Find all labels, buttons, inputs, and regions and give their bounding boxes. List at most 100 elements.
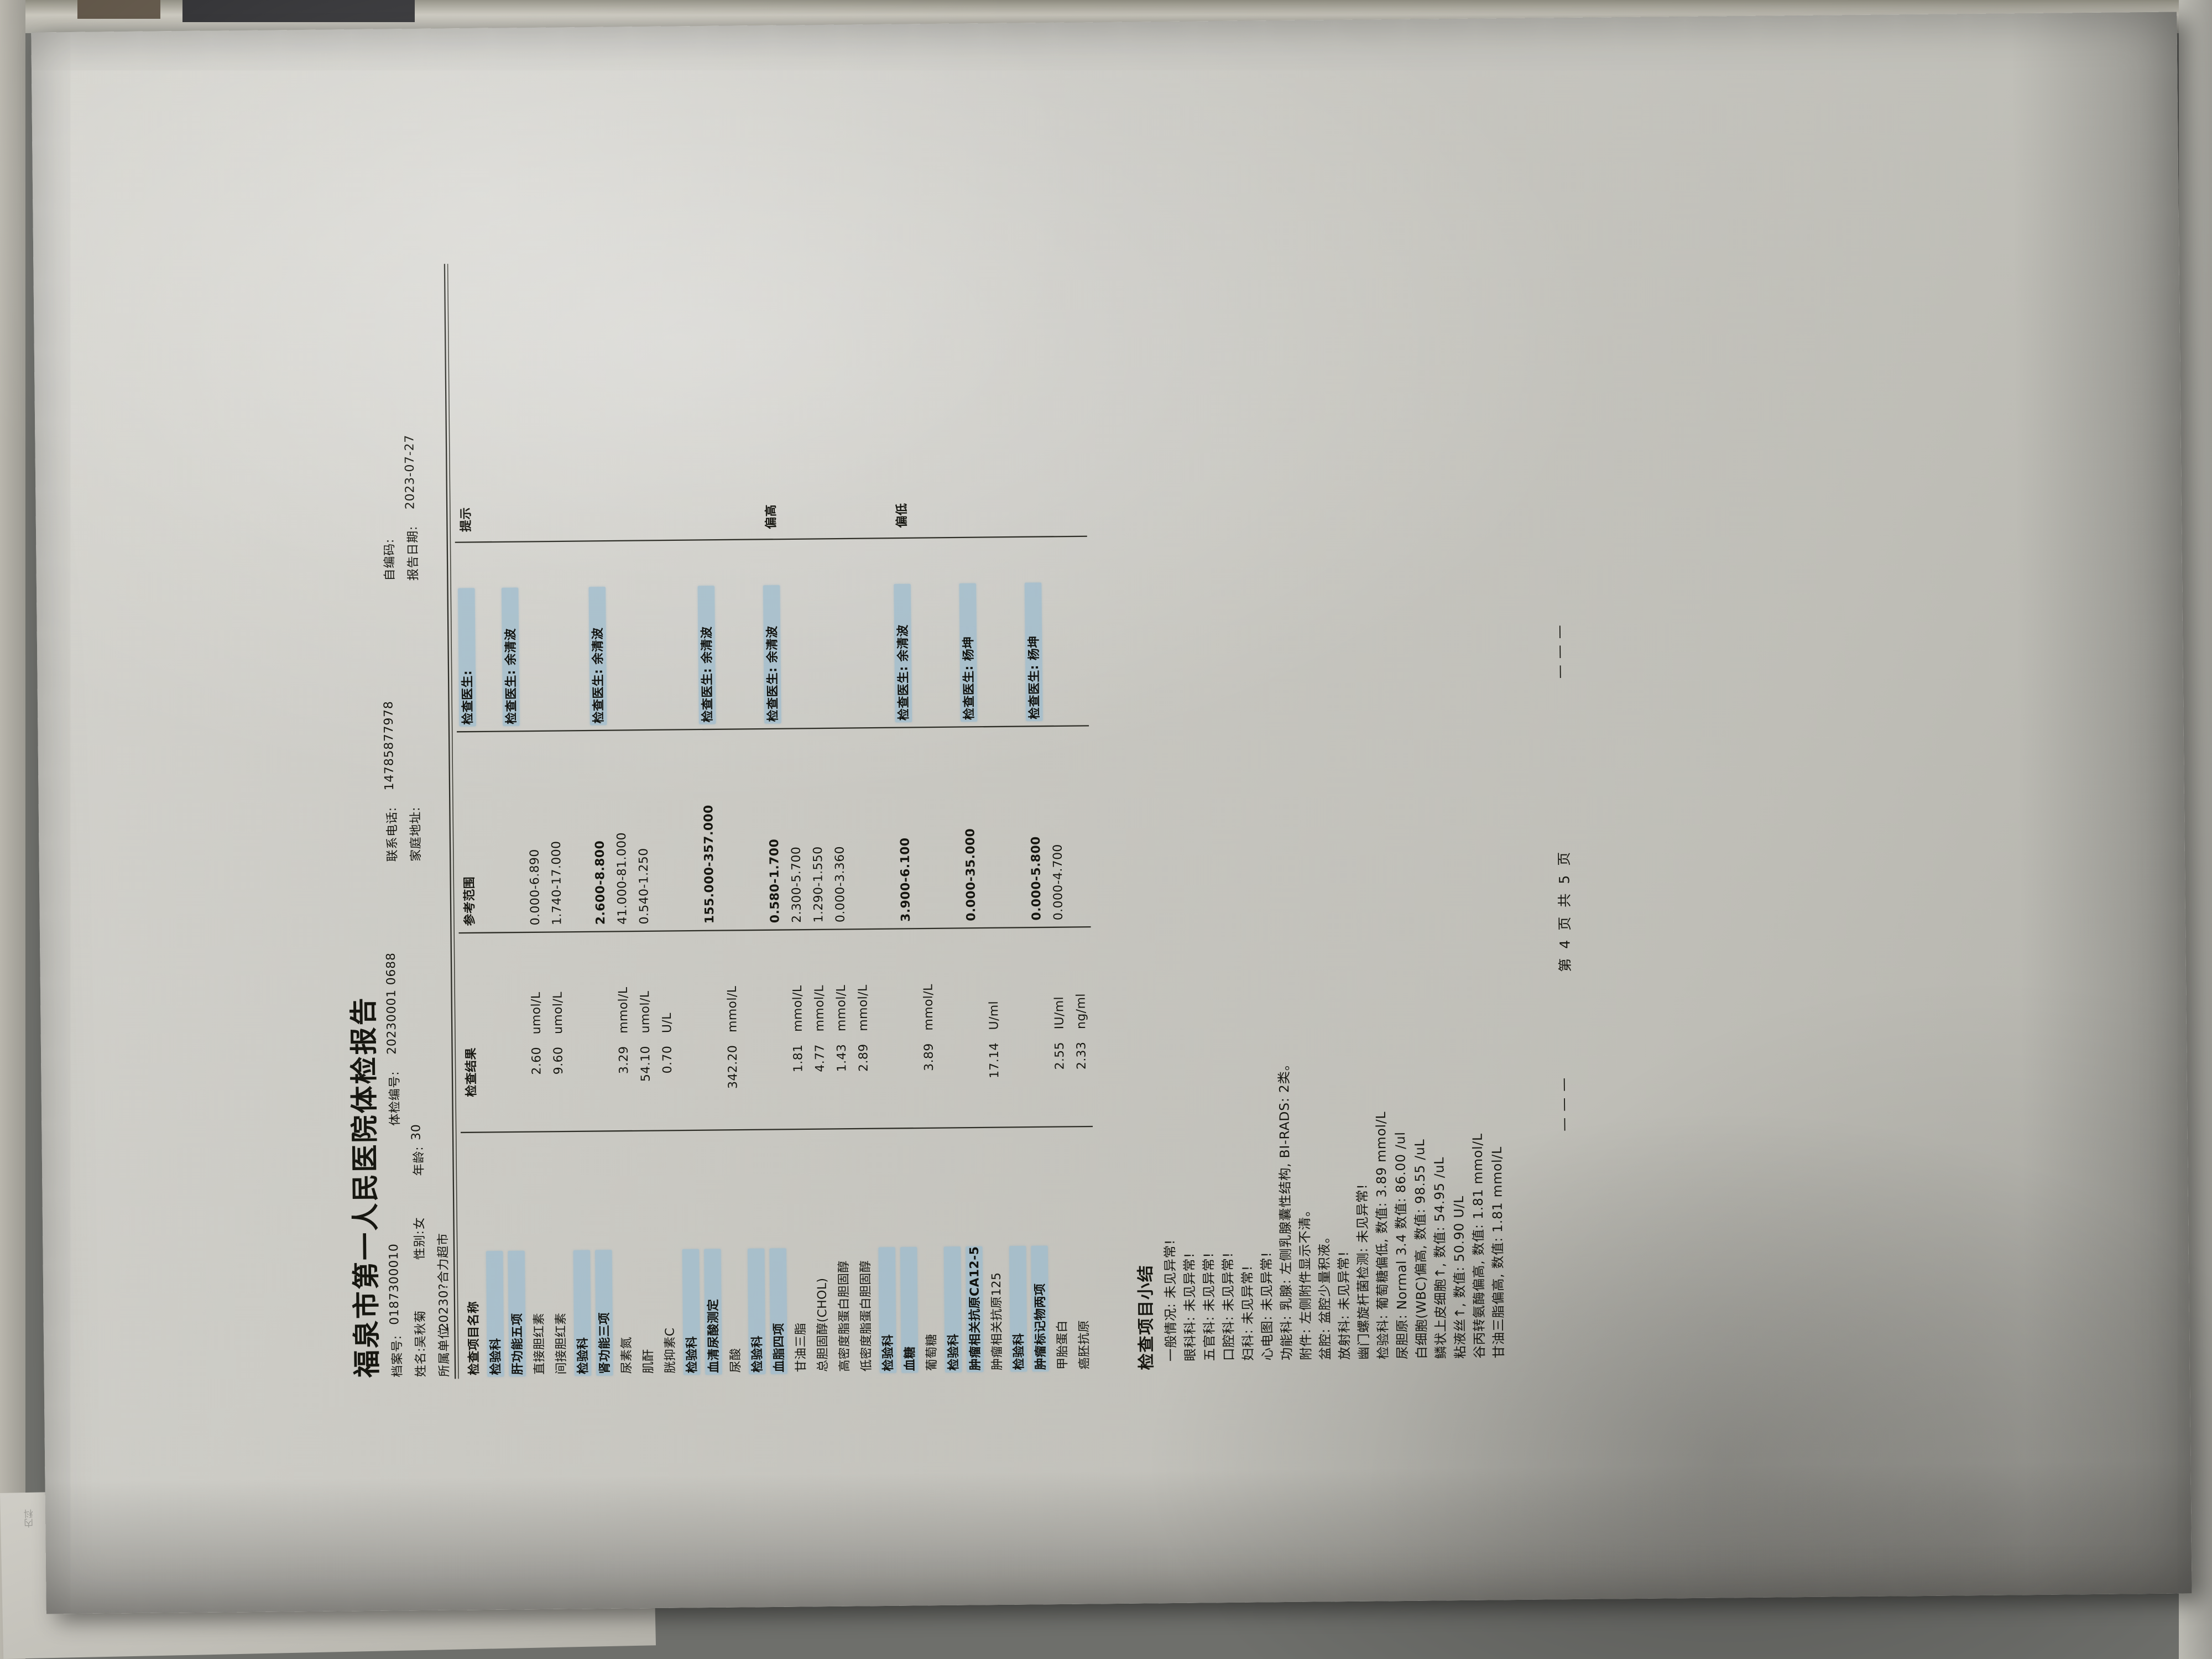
cell-result: [1026, 1042, 1027, 1122]
age-value: 30: [408, 1124, 423, 1141]
summary-line: 妇科: 未见异常!: [1240, 1265, 1256, 1361]
cell-reference: 155.000-357.000: [701, 805, 717, 924]
cell-reference: 0.540-1.250: [636, 848, 651, 925]
highlighter-section-name: [943, 1246, 962, 1373]
highlighter-section-name: [878, 1247, 896, 1373]
cell-result: 1.43: [834, 1044, 849, 1072]
highlighter-section-name: [1009, 1246, 1027, 1372]
cell-reference: 3.900-6.100: [898, 837, 913, 922]
cell-result: [743, 1045, 744, 1125]
contact-value: 14785877978: [381, 701, 397, 791]
cell-flag: 偏高: [763, 504, 778, 529]
highlighter-section-name: [573, 1250, 592, 1376]
summary-line: 检验科: 葡萄糖偏低, 数值: 3.89 mmol/L: [1373, 1111, 1391, 1360]
cell-item-name: 尿酸: [728, 1348, 743, 1373]
desk-shadow-band: [182, 0, 415, 22]
highlighter-section-name: [486, 1251, 504, 1377]
cell-unit: [459, 947, 460, 1035]
cell-item-name: 肿瘤相关抗原125: [989, 1272, 1004, 1371]
cell-unit: ng/ml: [1073, 993, 1088, 1030]
cell-result: 17.14: [987, 1042, 1001, 1079]
summary-line: 白细胞(WBC)偏高, 数值: 98.55 /uL: [1412, 1139, 1430, 1359]
footer-dashes-left: — — —: [1555, 1077, 1572, 1131]
summary-line: 尿胆原: Normal 3.4 数值: 86.00 /ul: [1392, 1131, 1411, 1360]
cell-result: 9.60: [551, 1046, 566, 1075]
highlighter-doctor: [959, 583, 978, 722]
highlighter-section-name: [704, 1249, 722, 1375]
cell-result: [961, 1043, 962, 1123]
cell-item-name: 间接胆红素: [553, 1312, 568, 1375]
report-date-label: 报告日期:: [405, 525, 420, 581]
summary-line: 盆腔: 盆腔少量积液。: [1317, 1229, 1333, 1360]
highlighter-section-name: [966, 1246, 984, 1373]
highlighter-section-name: [1031, 1245, 1049, 1372]
cell-reference: 0.000-6.890: [527, 849, 542, 926]
cell-item-name: 总胆固醇(CHOL): [815, 1277, 830, 1373]
cell-item-name: 肌酐: [640, 1349, 656, 1374]
cell-item-name: 甘油三脂: [793, 1322, 808, 1373]
cell-reference: 0.000-5.800: [1028, 836, 1044, 921]
summary-line: 眼科科: 未见异常!: [1182, 1252, 1198, 1361]
highlighter-section-name: [900, 1246, 919, 1373]
ghost-text-1: 内科: [24, 1509, 36, 1528]
summary-line: 口腔科: 未见异常!: [1220, 1251, 1237, 1361]
summary-line: 五官科: 未见异常!: [1201, 1252, 1218, 1361]
gender-label: 性别:: [412, 1230, 427, 1260]
cell-unit: umol/L: [637, 990, 653, 1034]
cell-reference: 0.580-1.700: [766, 838, 782, 924]
cell-unit: umol/L: [550, 992, 565, 1035]
file-no-label: 档案号:: [389, 1335, 405, 1378]
highlighter-doctor: [501, 587, 520, 727]
highlighter-doctor: [1024, 582, 1043, 721]
cell-unit: mmol/L: [615, 987, 630, 1034]
summary-line: 放射科: 未见异常!: [1336, 1250, 1353, 1360]
summary-line: 幽门螺旋杆菌检测: 未见异常!: [1355, 1183, 1372, 1360]
body-check-no-label: 体检编号:: [387, 1071, 402, 1126]
desk-object: [77, 0, 160, 19]
cell-result: 3.29: [616, 1046, 631, 1074]
age-label: 年龄:: [411, 1146, 426, 1176]
cell-item-name: 低密度脂蛋白胆固醇: [858, 1260, 874, 1372]
summary-line: 心电图: 未见异常!: [1259, 1251, 1276, 1361]
cell-result: 0.70: [660, 1045, 675, 1074]
cell-unit: mmol/L: [790, 985, 805, 1032]
highlighter-section-name: [769, 1248, 787, 1374]
cell-reference: 2.600-8.800: [592, 840, 608, 925]
footer-page-number: 第 4 页 共 5 页: [1556, 849, 1574, 972]
cell-item-name: 直接胆红素: [531, 1312, 547, 1375]
cell-item-name: 葡萄糖: [924, 1333, 939, 1371]
results-table: 检查项目名称检查结果参考范围检查医生:提示检验科肝功能五项检查医生: 余清波直接…: [452, 255, 1095, 1379]
cell-item-name: 尿素氮: [619, 1337, 634, 1374]
cell-result: 1.81: [790, 1044, 805, 1073]
cell-item-name: 胱抑素C: [662, 1327, 677, 1374]
cell-item-name: 甲胎蛋白: [1055, 1320, 1070, 1370]
report-page: 福泉市第一人民医院体检报告 档案号: 0187300010 体检编号: 2023…: [31, 12, 2192, 1614]
cell-result: 2.60: [529, 1046, 544, 1075]
highlighter-section-name: [508, 1250, 526, 1377]
summary-line: 谷丙转氨酶偏高, 数值: 1.81 mmol/L: [1470, 1133, 1488, 1359]
cell-reference: 1.740-17.000: [549, 841, 564, 926]
gender-value: 女: [412, 1217, 427, 1230]
highlighter-doctor: [588, 587, 607, 726]
cell-result: 2.33: [1073, 1041, 1089, 1070]
cell-unit: mmol/L: [855, 984, 870, 1031]
cell-unit: mmol/L: [724, 985, 739, 1033]
highlighter-doctor: [697, 586, 716, 724]
summary-title: 检查项目小结: [1136, 1264, 1156, 1370]
cell-unit: mmol/L: [833, 984, 848, 1032]
cell-result: [503, 1047, 504, 1127]
report-content: 福泉市第一人民医院体检报告 档案号: 0187300010 体检编号: 2023…: [326, 223, 1897, 1403]
highlighter-doctor: [894, 583, 912, 723]
highlighter-doctor: [763, 585, 781, 724]
highlighter-section-name: [682, 1249, 701, 1375]
file-no-value: 0187300010: [386, 1243, 401, 1326]
cell-unit: U/L: [659, 1013, 674, 1034]
summary-line: 甘油三脂偏高, 数值: 1.81 mmol/L: [1489, 1146, 1507, 1359]
cell-result: 54.10: [638, 1046, 653, 1082]
cell-unit: IU/ml: [1051, 996, 1067, 1030]
report-date-value: 2023-07-27: [401, 434, 417, 510]
highlighter-section-name: [748, 1248, 766, 1375]
cell-unit: mmol/L: [921, 984, 936, 1031]
unit-value: 20230?合力超市: [435, 1233, 451, 1331]
footer-dashes-right: — — —: [1551, 624, 1568, 679]
